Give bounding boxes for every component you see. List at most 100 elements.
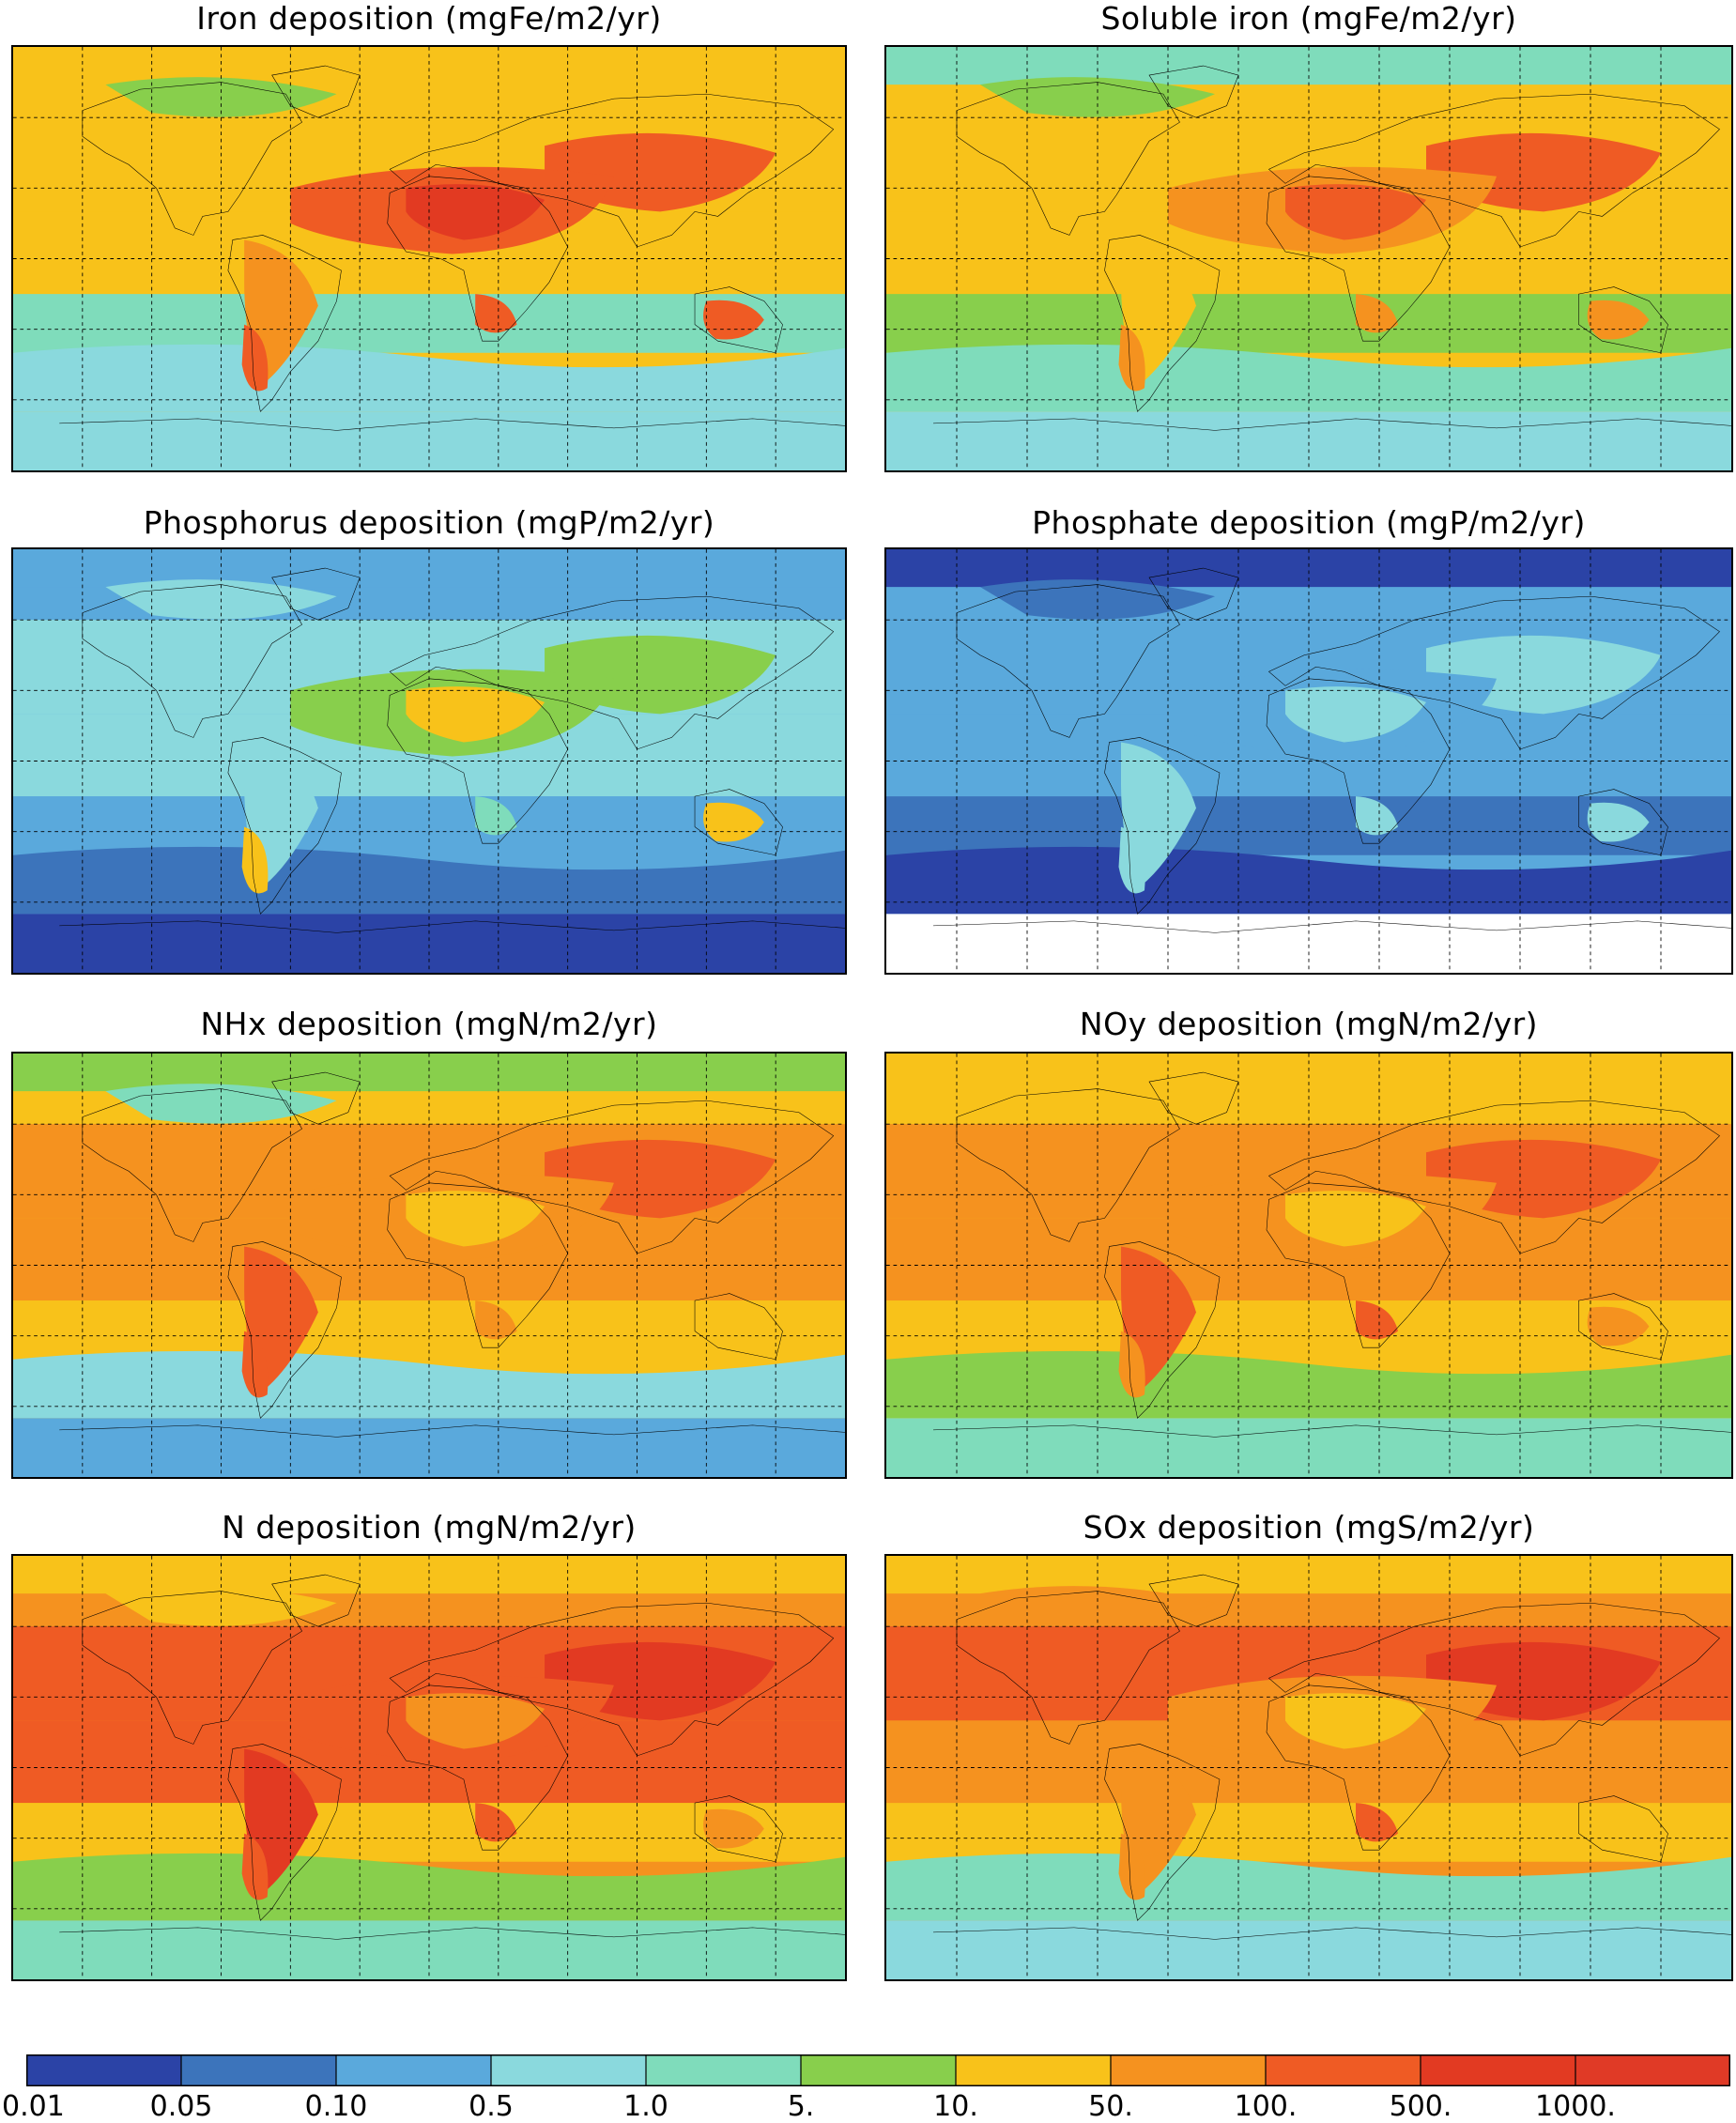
deposition-region-antarctica xyxy=(13,1920,845,1979)
deposition-region-south-africa xyxy=(475,1803,517,1842)
colorbar-swatch xyxy=(1111,2054,1267,2086)
deposition-region-arctic xyxy=(13,47,845,85)
coastline xyxy=(1579,1796,1668,1862)
deposition-region-sahara xyxy=(406,686,545,743)
deposition-region-sahara xyxy=(406,184,545,240)
colorbar-tick-label: 50. xyxy=(1088,2090,1133,2123)
map-sox xyxy=(886,1556,1731,1979)
coastline xyxy=(957,83,1180,236)
coastline xyxy=(1579,1294,1668,1360)
coastline xyxy=(933,1928,1731,1940)
deposition-region-south-africa xyxy=(475,796,517,836)
coastline xyxy=(695,1294,783,1360)
map-iron xyxy=(13,47,845,470)
coastline xyxy=(957,1592,1180,1745)
deposition-region-south-africa xyxy=(1356,796,1398,836)
colorbar-swatch xyxy=(1421,2054,1576,2086)
coastline xyxy=(1579,790,1668,855)
coastline xyxy=(1105,235,1221,411)
coastline xyxy=(272,66,361,117)
coastline xyxy=(228,737,342,914)
coastline xyxy=(59,1425,845,1438)
coastline xyxy=(1269,596,1720,749)
colorbar-tick-label: 100. xyxy=(1234,2090,1298,2123)
coastline xyxy=(1267,177,1450,341)
coastline xyxy=(1105,1241,1221,1418)
coastline xyxy=(1269,1603,1720,1756)
deposition-region-sahara xyxy=(1285,1693,1426,1749)
coastline xyxy=(272,1575,361,1626)
deposition-region-arctic xyxy=(886,549,1731,588)
colorbar-tick-label: 10. xyxy=(933,2090,978,2123)
deposition-region-patagonia xyxy=(1118,1833,1145,1900)
deposition-region-arctic xyxy=(886,47,1731,85)
deposition-region-antarctica xyxy=(886,1418,1731,1477)
coastline xyxy=(59,921,845,933)
coastline xyxy=(695,790,783,855)
map-panel-nhx xyxy=(11,1052,847,1479)
coastline xyxy=(228,1241,342,1418)
coastline xyxy=(695,1796,783,1862)
deposition-region-patagonia xyxy=(241,826,269,894)
coastline xyxy=(390,596,834,749)
colorbar-tick-label: 0.5 xyxy=(469,2090,514,2123)
colorbar-tick-label: 500. xyxy=(1389,2090,1452,2123)
coastline xyxy=(59,1928,845,1940)
coastline xyxy=(1105,1744,1221,1920)
deposition-region-arctic xyxy=(13,1556,845,1594)
panel-title-soluble-iron: Soluble iron (mgFe/m2/yr) xyxy=(1100,0,1517,37)
deposition-region-patagonia xyxy=(241,324,269,392)
coastline xyxy=(1579,287,1668,353)
colorbar-swatch xyxy=(1266,2054,1421,2086)
deposition-region-sahara xyxy=(406,1191,545,1247)
coastline xyxy=(228,1744,342,1920)
deposition-region-antarctica xyxy=(886,1920,1731,1979)
coastline xyxy=(390,94,834,247)
panel-title-sox: SOx deposition (mgS/m2/yr) xyxy=(1083,1509,1535,1546)
panel-title-noy: NOy deposition (mgN/m2/yr) xyxy=(1079,1006,1539,1042)
colorbar-swatch xyxy=(801,2054,957,2086)
coastline xyxy=(1105,737,1221,914)
map-n xyxy=(13,1556,845,1979)
colorbar-outline xyxy=(26,2054,1730,2086)
deposition-region-arctic xyxy=(13,549,845,588)
colorbar-swatch xyxy=(336,2054,492,2086)
deposition-region-patagonia xyxy=(241,1331,269,1398)
deposition-region-sahara xyxy=(1285,184,1426,240)
coastline xyxy=(272,1072,361,1124)
colorbar-tick-label: 1.0 xyxy=(623,2090,668,2123)
coastline xyxy=(1267,1183,1450,1347)
map-noy xyxy=(886,1054,1731,1477)
coastline xyxy=(390,1603,834,1756)
deposition-region-arctic xyxy=(886,1054,1731,1092)
deposition-region-patagonia xyxy=(1118,324,1145,392)
coastline xyxy=(388,177,568,341)
colorbar-swatch xyxy=(956,2054,1112,2086)
coastline xyxy=(957,1089,1180,1242)
coastline xyxy=(83,1592,302,1745)
deposition-region-patagonia xyxy=(241,1833,269,1900)
coastline xyxy=(1149,1072,1238,1124)
deposition-region-sahara xyxy=(1285,686,1426,743)
deposition-region-sahara xyxy=(1285,1191,1426,1247)
coastline xyxy=(272,568,361,620)
coastline xyxy=(83,83,302,236)
colorbar-tick-label: 0.05 xyxy=(149,2090,213,2123)
colorbar-swatch xyxy=(1575,2054,1730,2086)
map-panel-phosphate xyxy=(884,547,1733,975)
coastline xyxy=(695,287,783,353)
panel-title-iron: Iron deposition (mgFe/m2/yr) xyxy=(196,0,662,37)
deposition-region-antarctica xyxy=(886,411,1731,470)
coastline xyxy=(933,1425,1731,1438)
coastline xyxy=(228,235,342,411)
coastline xyxy=(1149,1575,1238,1626)
deposition-region-antarctica xyxy=(13,914,845,973)
deposition-region-arctic xyxy=(13,1054,845,1092)
colorbar-tick-label: 0.01 xyxy=(2,2090,65,2123)
colorbar-tick-label: 5. xyxy=(787,2090,815,2123)
coastline xyxy=(933,921,1731,933)
deposition-region-south-africa xyxy=(475,1300,517,1340)
deposition-region-arctic xyxy=(886,1556,1731,1594)
map-panel-soluble-iron xyxy=(884,45,1733,472)
deposition-region-antarctica xyxy=(13,1418,845,1477)
